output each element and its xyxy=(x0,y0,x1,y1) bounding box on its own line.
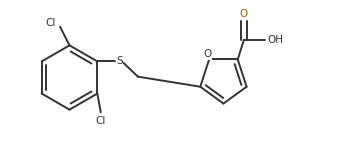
Text: O: O xyxy=(203,49,212,59)
Text: O: O xyxy=(240,9,248,19)
Text: S: S xyxy=(116,56,123,66)
Text: OH: OH xyxy=(268,35,284,45)
Text: Cl: Cl xyxy=(95,116,106,126)
Text: Cl: Cl xyxy=(45,18,56,28)
